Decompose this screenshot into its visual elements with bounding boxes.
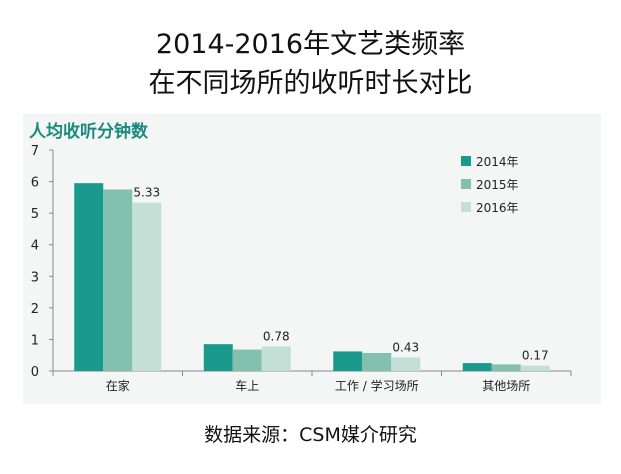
y-tick-label: 4 [31, 239, 39, 254]
x-category-label: 工作 / 学习场所 [335, 378, 419, 393]
legend-swatch [461, 179, 471, 189]
chart-title-line-1: 2014-2016年文艺类频率 [155, 29, 466, 60]
legend-label: 2016年 [476, 201, 519, 215]
legend: 2014年 2015年 2016年 [461, 155, 519, 215]
bar [391, 357, 421, 371]
y-tick-label: 1 [31, 333, 39, 348]
bar [462, 363, 492, 371]
x-category-label: 车上 [235, 378, 259, 393]
y-tick-label: 3 [31, 270, 39, 285]
bar [103, 189, 133, 371]
legend-swatch [461, 202, 471, 212]
bar [261, 346, 291, 371]
bar [232, 349, 262, 371]
unit-label: 人均收听分钟数 [29, 121, 149, 142]
source-note: 数据来源：CSM媒介研究 [204, 424, 417, 446]
bar-chart: 人均收听分钟数 0 1 2 3 4 5 6 7 5.33 在家 0.78 车上 0.43 工作 / 学习… [29, 121, 572, 393]
chart-title-line-2: 在不同场所的收听时长对比 [148, 68, 473, 99]
x-category-label: 其他场所 [482, 379, 530, 393]
legend-label: 2014年 [476, 155, 519, 169]
y-tick-label: 7 [31, 144, 39, 159]
x-category-label: 在家 [106, 378, 130, 393]
data-label: 0.78 [263, 329, 290, 343]
legend-swatch [461, 156, 471, 166]
bar [362, 353, 392, 371]
chart-panel: 人均收听分钟数 0 1 2 3 4 5 6 7 5.33 在家 0.78 车上 0.43 工作 / 学习… [23, 114, 601, 404]
data-label: 0.17 [522, 349, 549, 363]
y-tick-label: 5 [31, 207, 39, 222]
bar [491, 364, 521, 371]
y-tick-label: 0 [31, 365, 39, 380]
bar [333, 351, 363, 371]
bar [520, 365, 550, 371]
y-tick-label: 6 [31, 176, 39, 191]
bars [74, 183, 550, 371]
data-label: 0.43 [392, 340, 419, 354]
labels: 5.33 在家 0.78 车上 0.43 工作 / 学习场所 0.17 其他场所 [106, 186, 549, 393]
bar [203, 344, 233, 371]
bar [132, 202, 162, 371]
legend-label: 2015年 [476, 178, 519, 192]
y-tick-label: 2 [31, 302, 39, 317]
data-label: 5.33 [133, 186, 160, 200]
bar [74, 183, 104, 371]
